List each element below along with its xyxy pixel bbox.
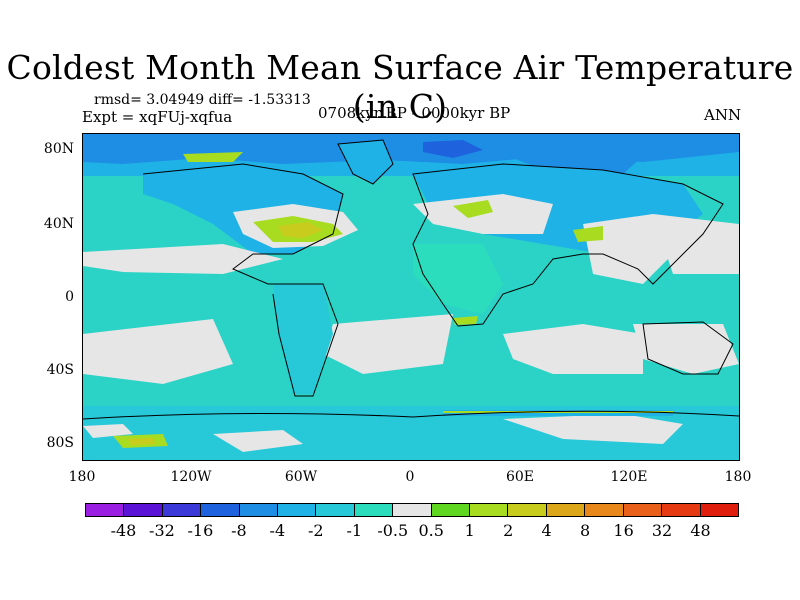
rmsd-diff-stats: rmsd= 3.04949 diff= -1.53313 bbox=[94, 92, 311, 108]
colorbar-label: 8 bbox=[580, 521, 591, 540]
lon-label-180e: 180 bbox=[724, 469, 752, 485]
colorbar-swatch bbox=[278, 504, 317, 516]
asia-warm-patch bbox=[573, 226, 603, 242]
colorbar-swatch bbox=[508, 504, 547, 516]
colorbar-swatch bbox=[201, 504, 240, 516]
lat-label-equator: 0 bbox=[65, 289, 74, 305]
us-warming-core bbox=[278, 222, 323, 238]
south-africa-warm bbox=[453, 316, 478, 325]
greenland-field bbox=[338, 140, 393, 184]
colorbar bbox=[85, 503, 739, 517]
lon-label-60e: 60E bbox=[505, 469, 535, 485]
lon-label-60w: 60W bbox=[284, 469, 318, 485]
colorbar-swatch bbox=[86, 504, 125, 516]
colorbar-swatch bbox=[316, 504, 355, 516]
colorbar-swatch bbox=[470, 504, 509, 516]
colorbar-swatch bbox=[623, 504, 663, 516]
colorbar-swatch bbox=[546, 504, 586, 516]
south-pacific-neutral bbox=[83, 319, 233, 384]
lat-label-80n: 80N bbox=[43, 141, 74, 157]
pacific-neutral bbox=[653, 214, 739, 274]
colorbar-swatch bbox=[393, 504, 432, 516]
lon-label-120e: 120E bbox=[610, 469, 648, 485]
colorbar-label: -48 bbox=[110, 521, 137, 540]
colorbar-swatch bbox=[585, 504, 624, 516]
asia-neutral bbox=[583, 214, 683, 284]
colorbar-label: -32 bbox=[149, 521, 175, 540]
colorbar-label: 1 bbox=[464, 521, 475, 540]
coastlines bbox=[83, 139, 739, 420]
colorbar-swatch bbox=[239, 504, 279, 516]
colorbar-label: 2 bbox=[503, 521, 514, 540]
colorbar-label: -0.5 bbox=[377, 521, 409, 540]
south-atlantic-neutral bbox=[323, 314, 453, 374]
colorbar-swatch bbox=[124, 504, 163, 516]
lon-label-180w: 180 bbox=[68, 469, 96, 485]
colorbar-label: 48 bbox=[690, 521, 711, 540]
colorbar-label: 0.5 bbox=[418, 521, 444, 540]
ross-warm-core bbox=[128, 438, 155, 445]
antarctic-neutral-3 bbox=[83, 424, 133, 438]
colorbar-label: -16 bbox=[187, 521, 214, 540]
arctic-cold-patch bbox=[83, 134, 739, 164]
colorbar-swatch bbox=[354, 504, 394, 516]
antarctic-neutral-2 bbox=[213, 430, 303, 452]
pacific-band-north bbox=[83, 244, 283, 274]
colorbar-label: -8 bbox=[231, 521, 247, 540]
australia-neutral bbox=[633, 324, 739, 374]
lat-label-40s: 40S bbox=[46, 362, 74, 378]
colorbar-swatch bbox=[662, 504, 701, 516]
lon-label-0: 0 bbox=[405, 469, 415, 485]
colorbar-label: 4 bbox=[541, 521, 552, 540]
europe-warm-patch bbox=[453, 200, 493, 218]
colorbar-swatch bbox=[431, 504, 471, 516]
experiment-label: Expt = xqFUj-xqfua bbox=[82, 108, 233, 126]
colorbar-swatch bbox=[700, 504, 738, 516]
arctic-warm-streak bbox=[183, 152, 243, 162]
lon-label-120w: 120W bbox=[170, 469, 212, 485]
arctic-coldest-patch bbox=[423, 140, 483, 158]
lat-label-40n: 40N bbox=[43, 216, 74, 232]
colorbar-label: 32 bbox=[651, 521, 673, 540]
colorbar-swatch bbox=[162, 504, 202, 516]
season-label: ANN bbox=[704, 106, 742, 124]
lat-label-80s: 80S bbox=[46, 435, 74, 451]
colorbar-label: -2 bbox=[308, 521, 324, 540]
temperature-anomaly-map bbox=[82, 133, 740, 461]
colorbar-label: -4 bbox=[269, 521, 286, 540]
chart-title: Coldest Month Mean Surface Air Temperatu… bbox=[6, 48, 794, 126]
colorbar-label: -1 bbox=[346, 521, 363, 540]
colorbar-label: 16 bbox=[613, 521, 634, 540]
period-label: 0708kyr BP - 0000kyr BP bbox=[318, 104, 511, 122]
indian-ocean-neutral bbox=[503, 324, 643, 374]
south-america-field bbox=[273, 284, 333, 394]
antarctic-neutral-1 bbox=[503, 414, 683, 444]
africa-neutral bbox=[413, 244, 503, 314]
